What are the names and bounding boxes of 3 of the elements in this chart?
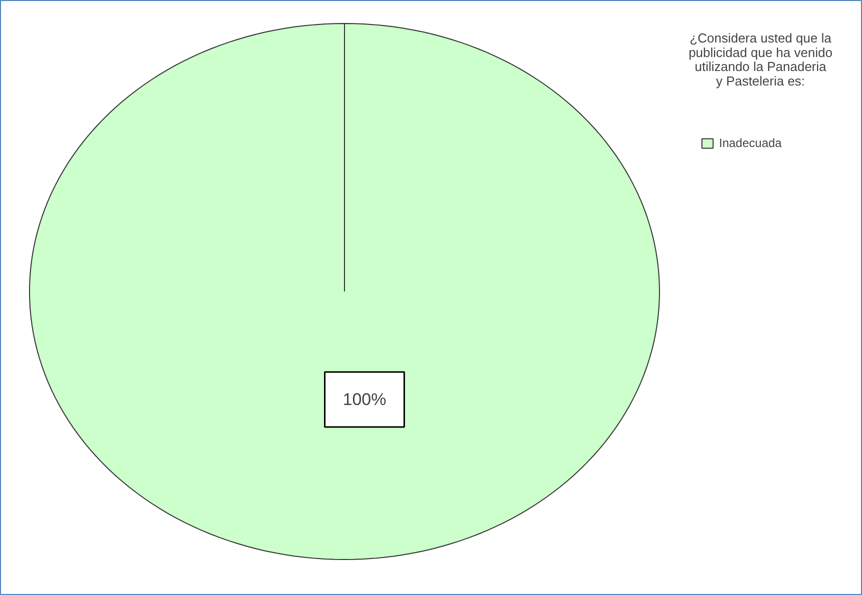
legend-label: Inadecuada	[719, 136, 782, 150]
data-label: 100%	[342, 390, 386, 409]
legend-title: ¿Considera usted que la publicidad que ha venido utilizando la Panaderia y Pasteleria es:	[688, 30, 832, 88]
